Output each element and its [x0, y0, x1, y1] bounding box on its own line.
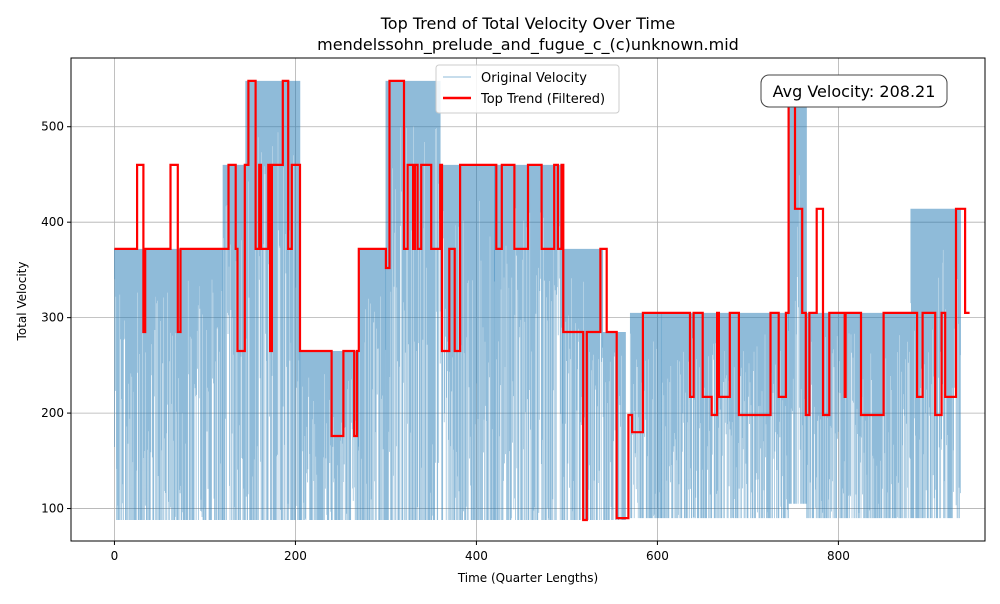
y-tick-label: 100 [41, 502, 64, 516]
y-axis-label: Total Velocity [15, 262, 29, 342]
plot-frame [70, 57, 986, 542]
axes: 0 200 400 600 800 100 200 300 400 500 [41, 57, 986, 563]
annotation-box [760, 74, 948, 108]
chart-subtitle: mendelssohn_prelude_and_fugue_c_(c)unkno… [317, 35, 739, 55]
y-tick-label: 500 [41, 120, 64, 134]
legend-trend-label: Top Trend (Filtered) [480, 92, 605, 107]
x-tick-label: 800 [827, 549, 850, 563]
x-tick-label: 600 [646, 549, 669, 563]
average-annotation: Avg Velocity: 208.21 [760, 74, 948, 108]
original-velocity-segment [562, 248, 604, 520]
x-tick-label: 400 [465, 549, 488, 563]
original-velocity-segment [114, 248, 224, 520]
annotation-text: Avg Velocity: 208.21 [773, 82, 936, 101]
original-velocity-segment [602, 332, 626, 520]
x-tick-label: 200 [284, 549, 307, 563]
x-axis-label: Time (Quarter Lengths) [457, 571, 598, 585]
legend-box [435, 64, 620, 114]
legend: Original Velocity Top Trend (Filtered) [435, 64, 620, 114]
x-tick-label: 0 [111, 549, 119, 563]
chart-title: Top Trend of Total Velocity Over Time [380, 14, 676, 33]
plot-data [114, 79, 970, 522]
y-tick-label: 300 [41, 311, 64, 325]
legend-original-label: Original Velocity [481, 71, 587, 86]
y-tick-label: 400 [41, 215, 64, 229]
y-tick-label: 200 [41, 406, 64, 420]
top-trend-line [114, 79, 970, 522]
